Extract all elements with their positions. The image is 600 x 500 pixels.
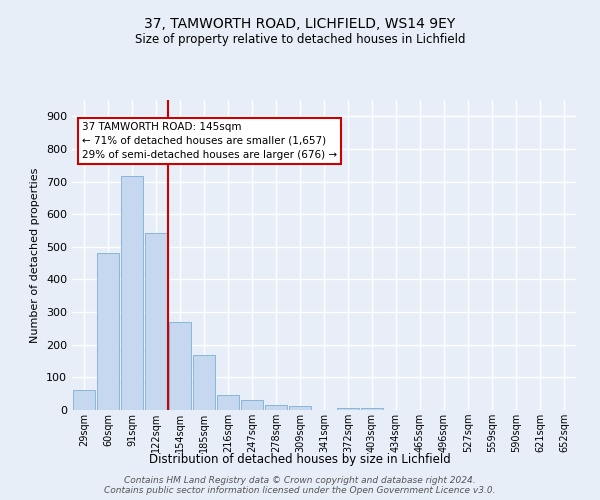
- Bar: [241, 400, 263, 410]
- Y-axis label: Number of detached properties: Number of detached properties: [31, 168, 40, 342]
- Text: 37, TAMWORTH ROAD, LICHFIELD, WS14 9EY: 37, TAMWORTH ROAD, LICHFIELD, WS14 9EY: [145, 18, 455, 32]
- Bar: [169, 322, 191, 410]
- Bar: [289, 406, 311, 410]
- Bar: [217, 395, 239, 410]
- Bar: [97, 254, 119, 410]
- Bar: [337, 408, 359, 410]
- Bar: [73, 390, 95, 410]
- Text: Size of property relative to detached houses in Lichfield: Size of property relative to detached ho…: [135, 32, 465, 46]
- Text: Contains HM Land Registry data © Crown copyright and database right 2024.
Contai: Contains HM Land Registry data © Crown c…: [104, 476, 496, 495]
- Bar: [361, 408, 383, 410]
- Bar: [193, 354, 215, 410]
- Text: Distribution of detached houses by size in Lichfield: Distribution of detached houses by size …: [149, 452, 451, 466]
- Bar: [145, 233, 167, 410]
- Text: 37 TAMWORTH ROAD: 145sqm
← 71% of detached houses are smaller (1,657)
29% of sem: 37 TAMWORTH ROAD: 145sqm ← 71% of detach…: [82, 122, 337, 160]
- Bar: [265, 405, 287, 410]
- Bar: [121, 176, 143, 410]
